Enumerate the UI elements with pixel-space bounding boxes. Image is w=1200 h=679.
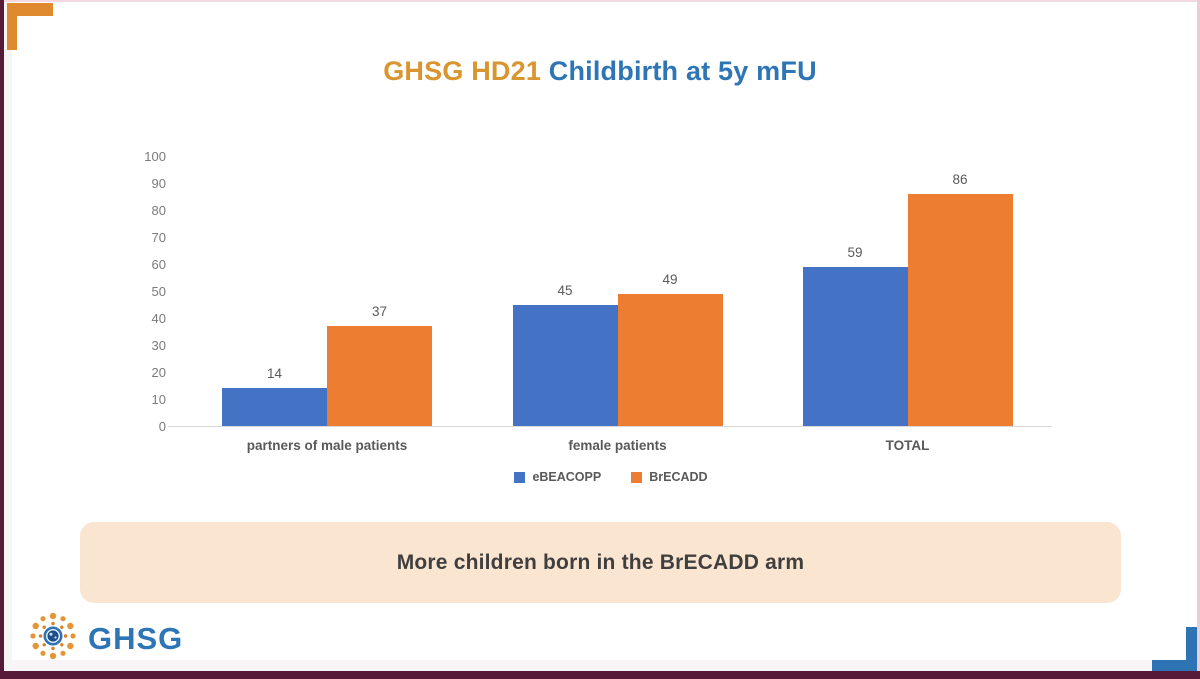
bar-eBEACOPP bbox=[802, 266, 908, 426]
bar-BrECADD bbox=[907, 193, 1013, 426]
top-left-corner-bracket bbox=[7, 3, 53, 16]
bar-eBEACOPP bbox=[512, 304, 618, 426]
slide-title-rest: Childbirth at 5y mFU bbox=[541, 56, 817, 86]
x-axis-category-label: partners of male patients bbox=[246, 438, 408, 453]
callout-banner-text: More children born in the BrECADD arm bbox=[396, 550, 805, 574]
ghsg-logo: GHSG bbox=[28, 611, 183, 666]
bottom-right-corner-bracket bbox=[1152, 660, 1197, 671]
bar-eBEACOPP bbox=[222, 388, 327, 426]
bar-value-label: 14 bbox=[266, 366, 283, 382]
bar-value-label: 45 bbox=[557, 282, 573, 298]
y-axis-tick-label: 100 bbox=[144, 149, 166, 164]
legend-label: eBEACOPP bbox=[532, 470, 602, 484]
bar-value-label: 37 bbox=[371, 304, 388, 320]
bottom-margin-strip bbox=[4, 660, 1197, 671]
bar-value-label: 59 bbox=[847, 244, 863, 260]
left-edge-bar bbox=[0, 0, 4, 673]
y-axis-tick-label: 50 bbox=[151, 284, 166, 299]
y-axis-tick-label: 0 bbox=[158, 419, 166, 434]
callout-banner: More children born in the BrECADD arm bbox=[80, 522, 1121, 603]
bar-BrECADD bbox=[617, 293, 723, 426]
bar-value-label: 49 bbox=[662, 271, 678, 287]
top-edge-line bbox=[0, 0, 1200, 2]
y-axis-tick-label: 30 bbox=[151, 338, 166, 353]
top-left-corner-bracket bbox=[7, 3, 17, 50]
y-axis-tick-label: 80 bbox=[151, 203, 166, 218]
y-axis-tick-label: 20 bbox=[151, 365, 166, 380]
ghsg-logo-text: GHSG bbox=[88, 620, 184, 656]
right-edge-line bbox=[1197, 0, 1200, 671]
x-axis-line bbox=[168, 426, 1052, 427]
bar-BrECADD bbox=[327, 326, 432, 426]
slide-title-highlight: GHSG HD21 bbox=[383, 56, 542, 86]
legend-label: BrECADD bbox=[649, 470, 708, 484]
bottom-right-corner-bracket bbox=[1186, 627, 1197, 671]
legend-swatch-icon bbox=[514, 471, 526, 483]
y-axis-tick-label: 90 bbox=[151, 176, 166, 191]
x-axis-category-label: TOTAL bbox=[885, 438, 930, 453]
slide-title: GHSG HD21 Childbirth at 5y mFU bbox=[0, 56, 1200, 87]
chart-legend: eBEACOPP BrECADD bbox=[170, 470, 1052, 484]
ghsg-logo-icon bbox=[28, 611, 78, 666]
left-margin-strip bbox=[4, 0, 12, 671]
legend-item-eBEACOPP: eBEACOPP bbox=[514, 470, 601, 484]
bar-value-label: 86 bbox=[952, 171, 968, 187]
legend-item-BrECADD: BrECADD bbox=[631, 470, 708, 484]
bottom-edge-bar bbox=[0, 671, 1200, 679]
x-axis-category-label: female patients bbox=[568, 438, 667, 453]
y-axis-tick-label: 70 bbox=[151, 230, 166, 245]
y-axis-tick-label: 10 bbox=[151, 392, 166, 407]
legend-swatch-icon bbox=[631, 471, 643, 483]
y-axis-tick-label: 60 bbox=[151, 257, 166, 272]
y-axis-tick-label: 40 bbox=[151, 311, 166, 326]
